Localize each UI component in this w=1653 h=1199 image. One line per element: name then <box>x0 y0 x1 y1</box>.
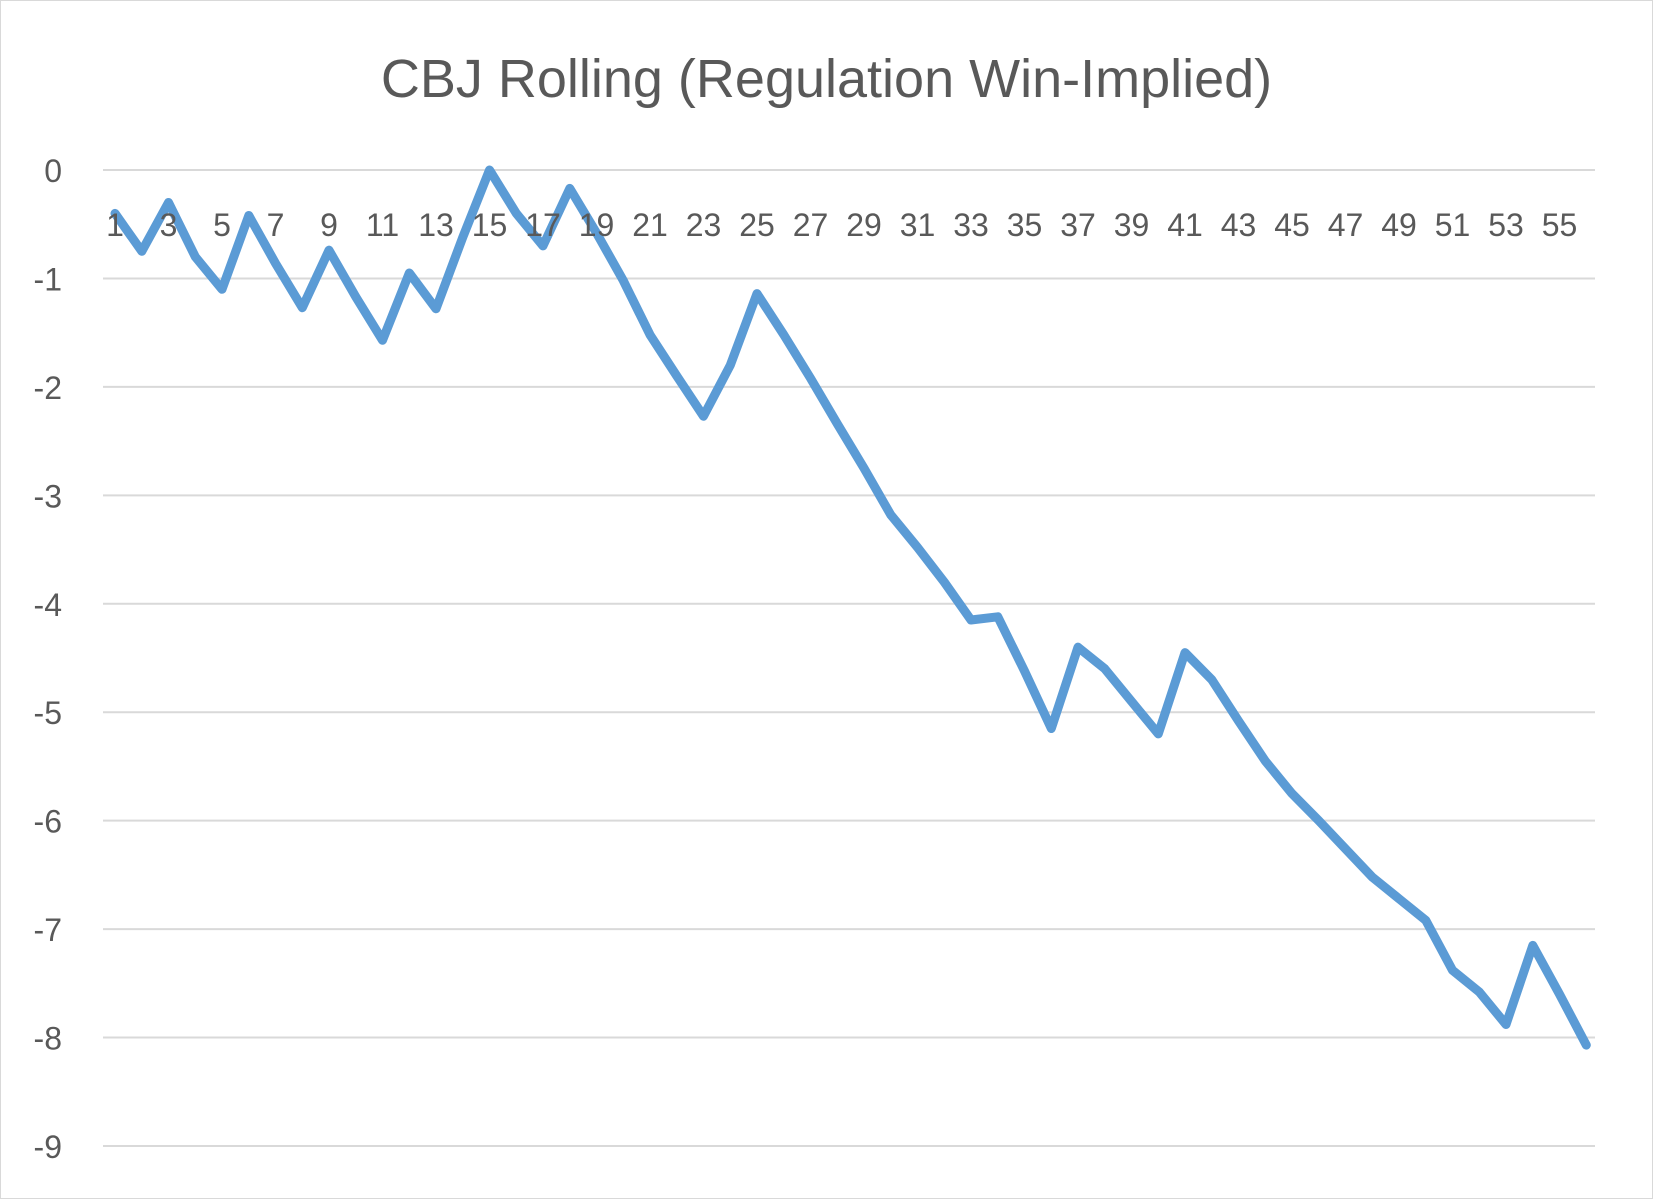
x-tick-label: 31 <box>900 207 936 243</box>
x-tick-label: 29 <box>846 207 882 243</box>
y-tick-label: 0 <box>44 153 62 189</box>
x-tick-label: 41 <box>1167 207 1203 243</box>
x-tick-label: 11 <box>366 207 399 243</box>
chart-title: CBJ Rolling (Regulation Win-Implied) <box>380 49 1273 109</box>
x-tick-label: 49 <box>1381 207 1417 243</box>
y-tick-label: -4 <box>34 587 62 623</box>
y-tick-label: -5 <box>34 695 62 731</box>
x-tick-label: 21 <box>632 207 668 243</box>
y-axis-tick-labels: 0 -1 -2 -3 -4 -5 -6 -7 -8 -9 <box>34 153 62 1165</box>
gridlines <box>103 169 1595 1147</box>
x-tick-label: 19 <box>579 207 615 243</box>
y-tick-label: -2 <box>34 370 62 406</box>
x-tick-label: 51 <box>1435 207 1471 243</box>
x-tick-label: 15 <box>472 207 508 243</box>
y-tick-label: -8 <box>34 1021 62 1057</box>
x-tick-label: 17 <box>525 207 561 243</box>
x-tick-label: 13 <box>418 207 454 243</box>
x-tick-label: 27 <box>793 207 829 243</box>
x-tick-label: 53 <box>1488 207 1524 243</box>
x-tick-label: 33 <box>953 207 989 243</box>
x-tick-label: 25 <box>739 207 775 243</box>
x-tick-label: 7 <box>267 207 285 243</box>
x-tick-label: 37 <box>1060 207 1096 243</box>
series-line-layer <box>110 165 1591 1050</box>
series-line <box>110 165 1591 1050</box>
x-tick-label: 55 <box>1542 207 1578 243</box>
y-tick-label: -7 <box>34 912 62 948</box>
x-tick-label: 43 <box>1221 207 1257 243</box>
x-tick-label: 3 <box>160 207 178 243</box>
x-tick-label: 9 <box>320 207 338 243</box>
x-tick-label: 47 <box>1328 207 1364 243</box>
x-tick-label: 45 <box>1274 207 1310 243</box>
x-tick-label: 35 <box>1007 207 1043 243</box>
y-tick-label: -6 <box>34 804 62 840</box>
y-tick-label: -9 <box>34 1129 62 1165</box>
x-tick-label: 1 <box>106 207 124 243</box>
y-tick-label: -3 <box>34 478 62 514</box>
x-axis-tick-labels: 1 3 5 7 9 11 13 15 17 19 21 23 25 27 29 31 33 35 37 39 41 43 4… <box>106 207 1577 243</box>
x-tick-label: 39 <box>1114 207 1150 243</box>
x-tick-label: 23 <box>686 207 722 243</box>
y-tick-label: -1 <box>34 261 62 297</box>
x-tick-label: 5 <box>213 207 231 243</box>
